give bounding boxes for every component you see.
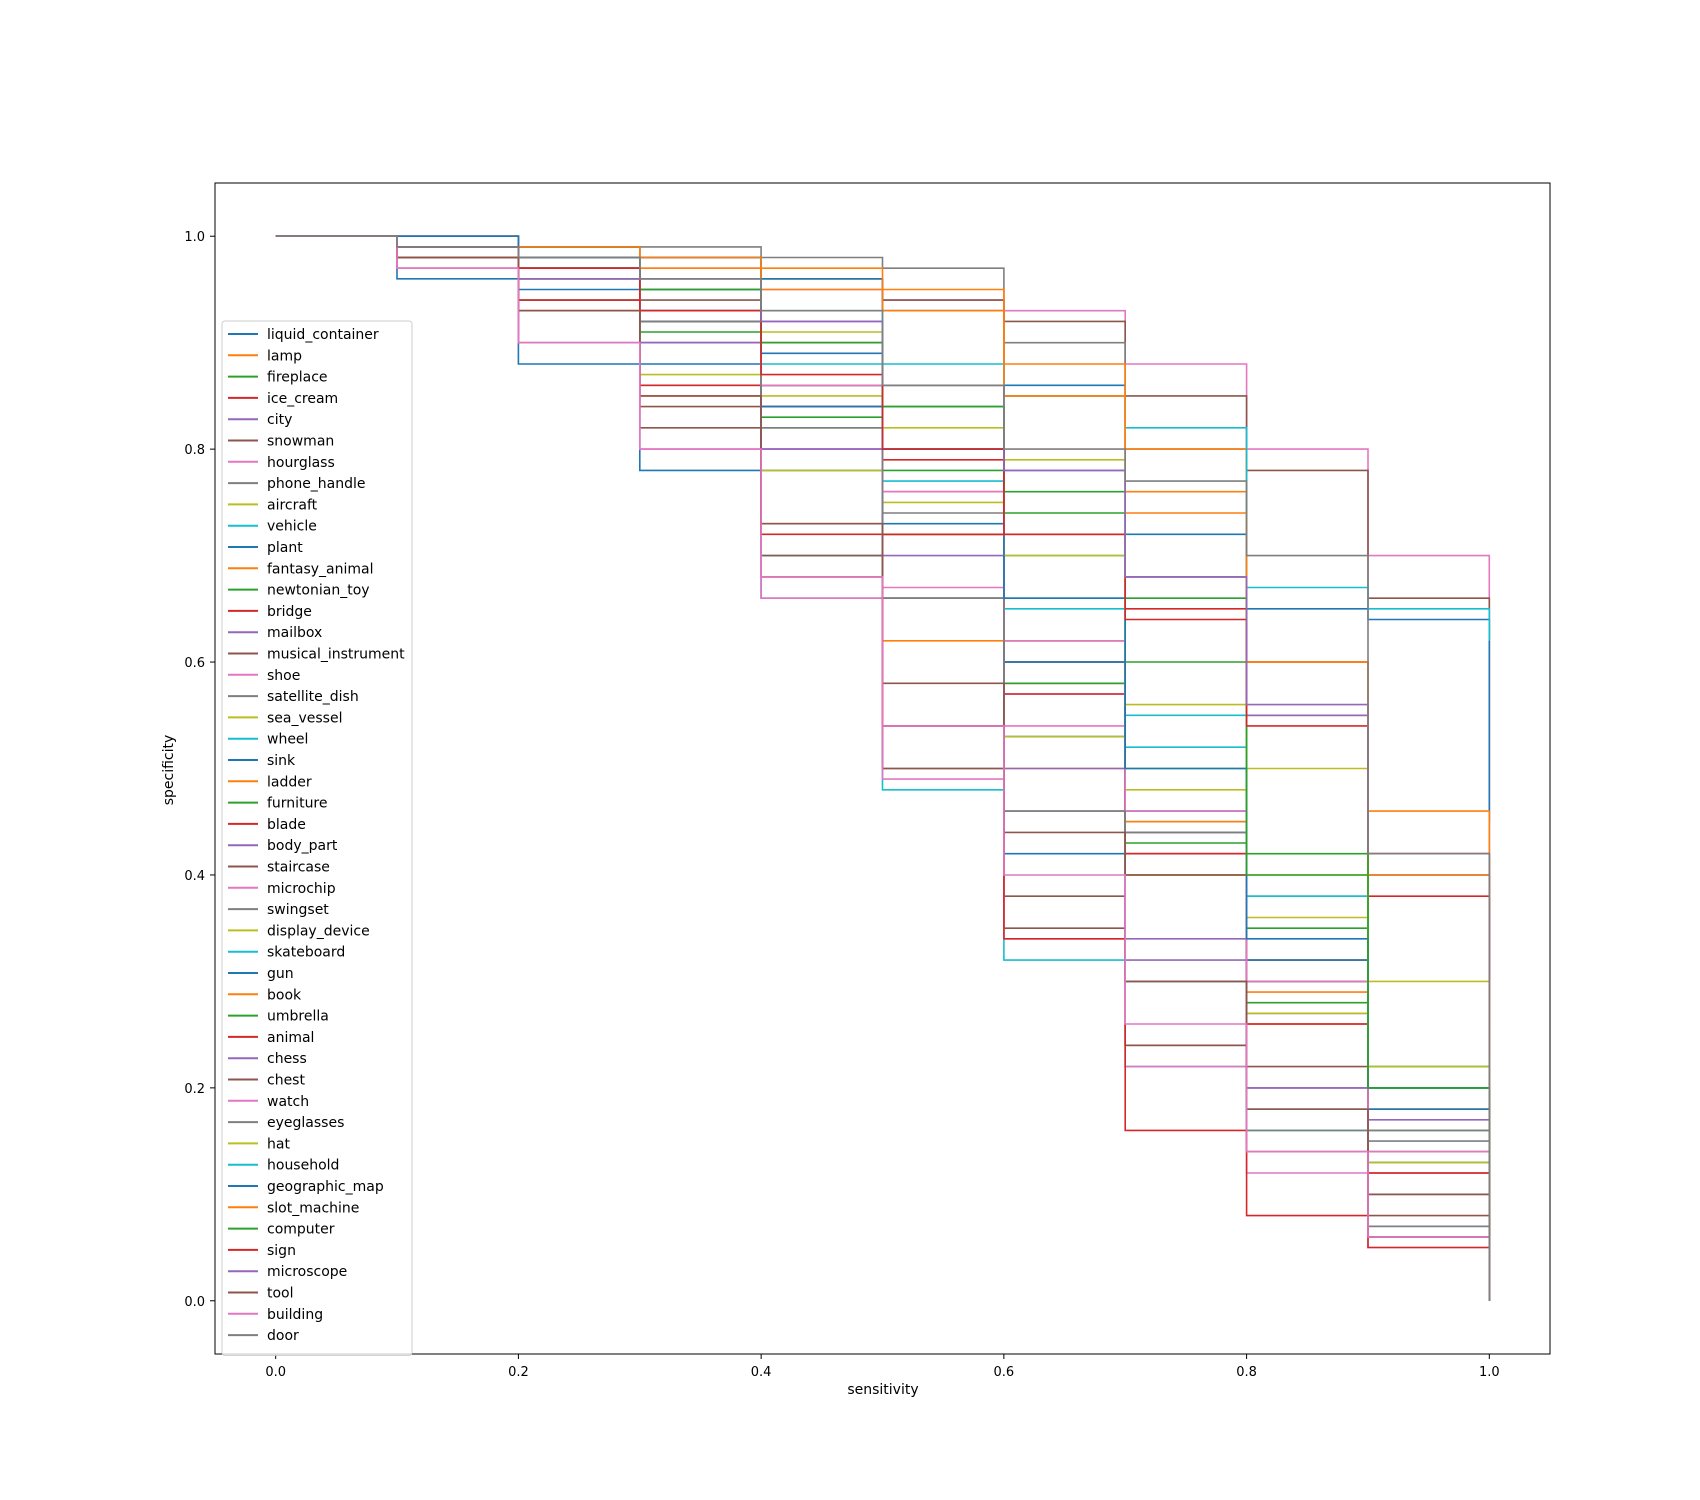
legend-label: display_device: [267, 923, 370, 939]
legend-label: ice_cream: [267, 391, 338, 407]
legend-label: city: [267, 412, 292, 428]
legend-label: door: [267, 1328, 299, 1344]
x-axis-label: sensitivity: [847, 1382, 918, 1398]
legend-label: vehicle: [267, 519, 317, 535]
legend-label: lamp: [267, 348, 302, 364]
series-line-slot-machine: [275, 235, 1491, 1056]
legend-label: fireplace: [267, 370, 328, 386]
legend-label: aircraft: [267, 497, 318, 513]
legend-label: sea_vessel: [267, 710, 342, 726]
y-tick-label: 0.4: [184, 869, 205, 884]
plot-frame: [214, 182, 1551, 1355]
series-line-building: [275, 235, 1491, 1301]
legend-label: geographic_map: [267, 1179, 384, 1195]
legend-label: phone_handle: [267, 476, 366, 492]
legend-label: microchip: [267, 881, 336, 897]
legend-label: watch: [267, 1094, 309, 1110]
legend-label: chess: [267, 1051, 307, 1067]
legend-label: household: [267, 1158, 339, 1174]
y-axis-label: specificity: [161, 735, 177, 806]
x-tick-label: 0.8: [1236, 1365, 1257, 1380]
legend-label: tool: [267, 1286, 294, 1302]
legend-label: bridge: [267, 604, 312, 620]
x-tick-label: 0.0: [265, 1365, 286, 1380]
legend-label: mailbox: [267, 625, 322, 641]
legend-label: swingset: [267, 902, 329, 918]
legend-label: umbrella: [267, 1009, 329, 1025]
legend-label: shoe: [267, 668, 300, 684]
legend-label: wheel: [267, 732, 308, 748]
legend-label: microscope: [267, 1264, 347, 1280]
legend-label: blade: [267, 817, 306, 833]
legend-label: liquid_container: [267, 327, 379, 343]
y-axis: 0.0 0.2 0.4 0.6 0.8 1.0: [184, 230, 215, 1310]
x-tick-label: 0.4: [751, 1365, 772, 1380]
y-tick-label: 0.0: [184, 1295, 205, 1310]
x-tick-label: 0.2: [508, 1365, 529, 1380]
series-line-door: [275, 235, 1491, 1301]
legend-label: snowman: [267, 434, 334, 450]
x-tick-label: 1.0: [1479, 1365, 1500, 1380]
legend-box: [221, 320, 413, 1356]
legend-label: eyeglasses: [267, 1115, 344, 1131]
series-layer: [275, 235, 1491, 1301]
legend-label: computer: [267, 1222, 335, 1238]
legend-label: book: [267, 987, 302, 1003]
legend-label: plant: [267, 540, 303, 556]
y-tick-label: 0.6: [184, 656, 205, 671]
y-tick-label: 0.2: [184, 1082, 205, 1097]
x-axis: 0.0 0.2 0.4 0.6 0.8 1.0: [265, 1354, 1500, 1380]
legend-label: furniture: [267, 796, 328, 812]
legend-label: staircase: [267, 860, 330, 876]
legend-label: ladder: [267, 774, 312, 790]
legend-label: sign: [267, 1243, 296, 1259]
legend-label: building: [267, 1307, 323, 1323]
legend-label: slot_machine: [267, 1200, 359, 1216]
x-tick-label: 0.6: [994, 1365, 1015, 1380]
legend-label: satellite_dish: [267, 689, 359, 705]
y-tick-label: 0.8: [184, 443, 205, 458]
legend-label: body_part: [267, 838, 338, 854]
legend-label: gun: [267, 966, 294, 982]
legend-label: hat: [267, 1136, 290, 1152]
legend-label: fantasy_animal: [267, 561, 373, 577]
legend-label: newtonian_toy: [267, 583, 370, 599]
legend-label: animal: [267, 1030, 314, 1046]
legend-label: hourglass: [267, 455, 335, 471]
legend-label: chest: [267, 1073, 305, 1089]
y-tick-label: 1.0: [184, 230, 205, 245]
legend-label: sink: [267, 753, 296, 769]
legend-label: musical_instrument: [267, 647, 405, 663]
legend-label: skateboard: [267, 945, 345, 961]
